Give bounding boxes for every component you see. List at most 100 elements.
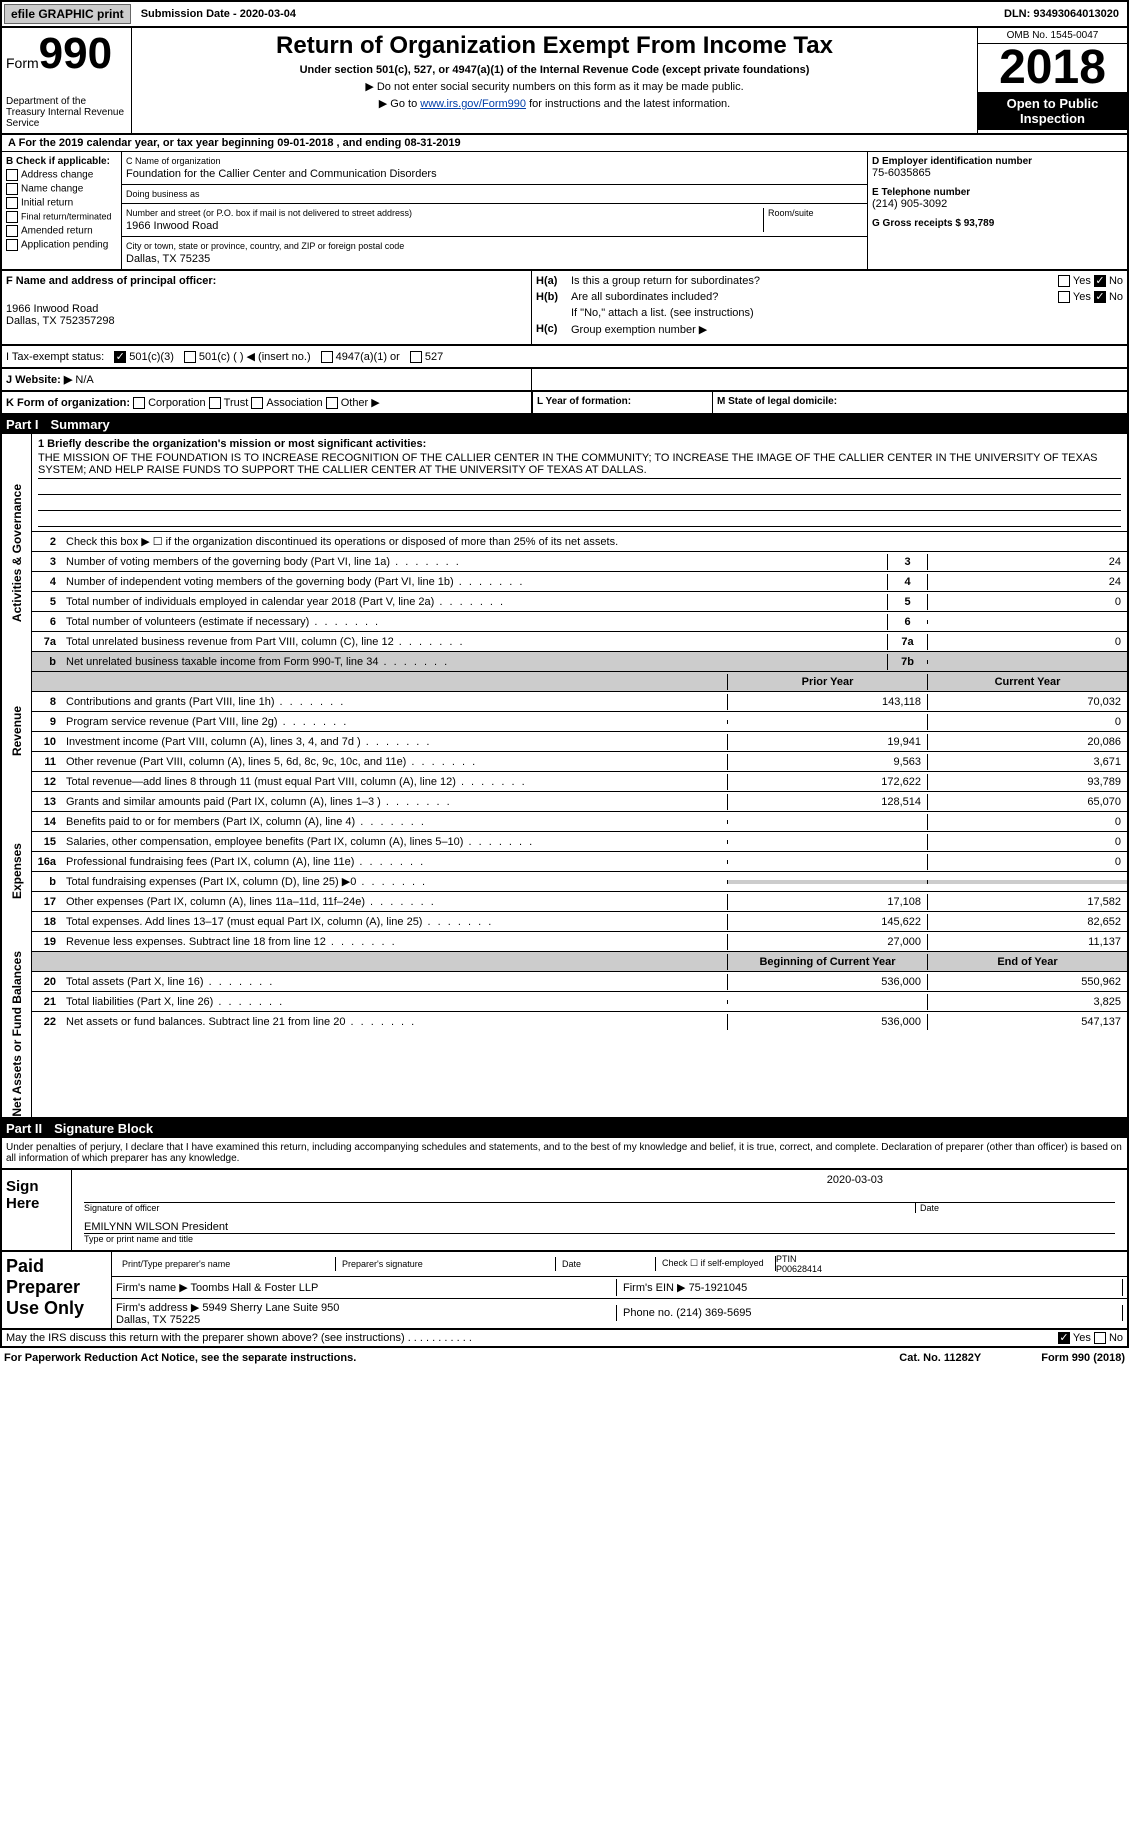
line-12: 12Total revenue—add lines 8 through 11 (… [32, 771, 1127, 791]
governance-section: Activities & Governance 1 Briefly descri… [2, 434, 1127, 671]
telephone: (214) 905-3092 [872, 198, 1123, 210]
line-17: 17Other expenses (Part IX, column (A), l… [32, 891, 1127, 911]
net-header: Beginning of Current Year End of Year [32, 951, 1127, 971]
box-h: H(a) Is this a group return for subordin… [532, 271, 1127, 344]
hb-note-row: If "No," attach a list. (see instruction… [536, 307, 1123, 319]
k-block: K Form of organization: Corporation Trus… [2, 392, 532, 413]
irs-link[interactable]: www.irs.gov/Form990 [420, 98, 526, 110]
cb-amended: Amended return [6, 225, 117, 237]
signature-fields: 2020-03-03 Signature of officer Date EMI… [72, 1170, 1127, 1250]
may-irs-row: May the IRS discuss this return with the… [0, 1330, 1129, 1348]
expenses-section: Expenses 13Grants and similar amounts pa… [2, 791, 1127, 951]
date-label: Date [915, 1203, 1115, 1213]
street-addr: 1966 Inwood Road [126, 220, 763, 232]
gross-block: G Gross receipts $ 93,789 [872, 218, 1123, 229]
line-b: bTotal fundraising expenses (Part IX, co… [32, 871, 1127, 891]
form-year: Form 990 (2018) [1041, 1352, 1125, 1364]
revenue-section: Revenue Prior Year Current Year 8Contrib… [2, 671, 1127, 791]
firm-ein-label: Firm's EIN ▶ [623, 1282, 686, 1294]
cb-501c: 501(c) ( ) ◀ (insert no.) [184, 350, 311, 363]
phone: (214) 369-5695 [676, 1307, 751, 1319]
ha-yn: Yes No [1058, 275, 1123, 287]
ha-label: H(a) [536, 275, 571, 287]
part1-title: Summary [51, 417, 110, 432]
current-year-hdr: Current Year [927, 674, 1127, 690]
blank-line [38, 479, 1121, 495]
firm-name: Toombs Hall & Foster LLP [191, 1282, 319, 1294]
cb-initial: Initial return [6, 197, 117, 209]
open-inspection: Open to Public Inspection [978, 92, 1127, 130]
mission-text: THE MISSION OF THE FOUNDATION IS TO INCR… [38, 450, 1121, 479]
may-irs-label: May the IRS discuss this return with the… [6, 1332, 1058, 1344]
tel-block: E Telephone number (214) 905-3092 [872, 187, 1123, 210]
info-block: B Check if applicable: Address change Na… [0, 152, 1129, 271]
firm-addr-label: Firm's address ▶ [116, 1302, 199, 1314]
line-7a: 7aTotal unrelated business revenue from … [32, 631, 1127, 651]
city: Dallas, TX 75235 [126, 253, 863, 265]
form-number: 990 [39, 29, 112, 78]
prep-sig-label: Preparer's signature [336, 1257, 556, 1271]
addr-label: Number and street (or P.O. box if mail i… [126, 208, 763, 218]
cb-name: Name change [6, 183, 117, 195]
efile-print-button[interactable]: efile GRAPHIC print [4, 4, 131, 24]
blank-line [38, 511, 1121, 527]
ein-label: D Employer identification number [872, 156, 1123, 167]
tel-label: E Telephone number [872, 187, 1123, 198]
line-5: 5Total number of individuals employed in… [32, 591, 1127, 611]
line-3: 3Number of voting members of the governi… [32, 551, 1127, 571]
eoy-hdr: End of Year [927, 954, 1127, 970]
perjury-declaration: Under penalties of perjury, I declare th… [2, 1138, 1127, 1168]
box-f: F Name and address of principal officer:… [2, 271, 532, 344]
ha-q: Is this a group return for subordinates? [571, 275, 1058, 287]
ssn-note: ▶ Do not enter social security numbers o… [136, 80, 973, 93]
sidebar-governance: Activities & Governance [2, 434, 32, 671]
pra-notice: For Paperwork Reduction Act Notice, see … [4, 1352, 899, 1364]
title-block: Return of Organization Exempt From Incom… [132, 28, 977, 133]
line-14: 14Benefits paid to or for members (Part … [32, 811, 1127, 831]
part1-num: Part I [6, 417, 51, 432]
line-11: 11Other revenue (Part VIII, column (A), … [32, 751, 1127, 771]
year-block: OMB No. 1545-0047 2018 Open to Public In… [977, 28, 1127, 133]
type-name-line: Type or print name and title [84, 1233, 1115, 1244]
line-15: 15Salaries, other compensation, employee… [32, 831, 1127, 851]
cb-corp: Corporation [133, 397, 205, 409]
cb-527: 527 [410, 351, 443, 363]
paid-label: Paid Preparer Use Only [2, 1252, 112, 1328]
ein: 75-6035865 [872, 167, 1123, 179]
prep-name-label: Print/Type preparer's name [116, 1257, 336, 1271]
l-block: L Year of formation: [532, 392, 712, 413]
line-19: 19Revenue less expenses. Subtract line 1… [32, 931, 1127, 951]
line-13: 13Grants and similar amounts paid (Part … [32, 791, 1127, 811]
cat-no: Cat. No. 11282Y [899, 1352, 981, 1364]
sign-here-row: Sign Here 2020-03-03 Signature of office… [0, 1170, 1129, 1252]
signature-block: Under penalties of perjury, I declare th… [0, 1138, 1129, 1170]
bcy-hdr: Beginning of Current Year [727, 954, 927, 970]
officer-sig-line: Signature of officer Date [84, 1202, 1115, 1213]
netassets-section: Net Assets or Fund Balances Beginning of… [2, 951, 1127, 1117]
line-20: 20Total assets (Part X, line 16)536,0005… [32, 971, 1127, 991]
cb-trust: Trust [209, 397, 249, 409]
cb-4947: 4947(a)(1) or [321, 351, 400, 363]
blank-line [38, 495, 1121, 511]
dln: DLN: 93493064013020 [996, 6, 1127, 22]
box-c: C Name of organization Foundation for th… [122, 152, 867, 269]
firm-name-row: Firm's name ▶ Toombs Hall & Foster LLP F… [112, 1277, 1127, 1299]
cb-assoc: Association [251, 397, 322, 409]
tax-label: I Tax-exempt status: [6, 351, 104, 363]
firm-addr-row: Firm's address ▶ 5949 Sherry Lane Suite … [112, 1299, 1127, 1328]
hc-label: H(c) [536, 323, 571, 336]
cb-address: Address change [6, 169, 117, 181]
hc-row: H(c) Group exemption number ▶ [536, 323, 1123, 336]
org-name-row: C Name of organization Foundation for th… [122, 152, 867, 185]
line-2: 2Check this box ▶ ☐ if the organization … [32, 531, 1127, 551]
city-label: City or town, state or province, country… [126, 241, 863, 251]
preparer-header-row: Print/Type preparer's name Preparer's si… [112, 1252, 1127, 1277]
line-8: 8Contributions and grants (Part VIII, li… [32, 691, 1127, 711]
sidebar-revenue: Revenue [2, 671, 32, 791]
hc-q: Group exemption number ▶ [571, 323, 707, 336]
hb-row: H(b) Are all subordinates included? Yes … [536, 291, 1123, 303]
line-6: 6Total number of volunteers (estimate if… [32, 611, 1127, 631]
type-name-label: Type or print name and title [84, 1234, 1115, 1244]
prior-year-hdr: Prior Year [727, 674, 927, 690]
ha-row: H(a) Is this a group return for subordin… [536, 275, 1123, 287]
